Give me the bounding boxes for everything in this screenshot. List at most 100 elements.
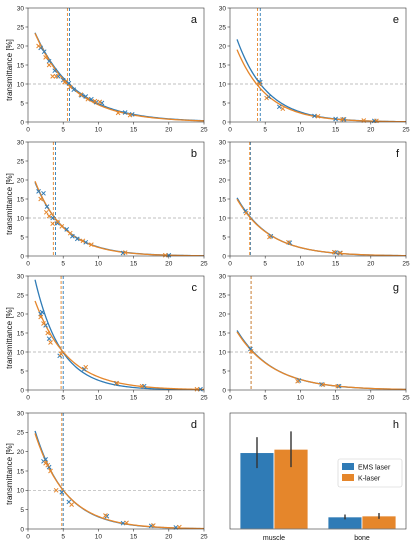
y-tick: 5	[20, 100, 28, 107]
panel-e: 0 5 10 15 20 25 0 5 10 15 20 25 30 e	[219, 5, 410, 133]
data-point-k	[340, 116, 345, 122]
fit-curve-ems	[34, 430, 204, 529]
x-tick-label: 5	[61, 534, 65, 541]
x-tick: 20	[165, 122, 173, 134]
data-point-k	[89, 242, 94, 247]
y-tick-label: 0	[222, 253, 226, 260]
panel-h: muscle bone EMS laser K-laser h	[229, 412, 407, 542]
y-tick-label: 0	[20, 253, 24, 260]
x-tick-label: 10	[297, 127, 305, 134]
axes-frame	[229, 141, 407, 257]
data-point-k	[41, 321, 46, 326]
category-tick: muscle	[263, 535, 285, 542]
y-tick-label: 5	[222, 100, 226, 107]
x-tick: 0	[228, 122, 232, 134]
x-tick-label: 20	[367, 261, 375, 268]
data-point-k	[46, 213, 52, 219]
x-tick: 25	[402, 122, 410, 134]
x-tick-label: 25	[200, 261, 208, 268]
x-tick: 10	[297, 256, 305, 268]
y-tick-label: 25	[219, 24, 227, 31]
x-tick-label: 15	[130, 395, 138, 402]
x-tick-label: 5	[263, 127, 267, 134]
x-tick-label: 10	[297, 261, 305, 268]
y-axis-label-row4: transmittance [%]	[5, 443, 14, 505]
y-tick: 30	[17, 410, 28, 417]
data-point-k	[243, 210, 249, 216]
x-tick: 0	[228, 256, 232, 268]
layer-plots: 0 5 10 15 20 25 0 5 10 15 20 25 30 a 0 5 10 15 20 25 0 5 10 15 2…	[17, 5, 410, 542]
category-label-muscle: muscle	[263, 535, 285, 542]
data-point-ems	[89, 96, 94, 102]
y-tick: 30	[17, 139, 28, 146]
data-point-k	[50, 74, 55, 79]
y-tick: 15	[17, 468, 28, 475]
x-tick: 10	[95, 122, 103, 134]
y-tick-label: 10	[17, 349, 25, 356]
x-tick: 20	[165, 390, 173, 402]
data-point-ems	[43, 457, 48, 462]
y-tick-label: 10	[219, 81, 227, 88]
y-tick-label: 20	[219, 311, 227, 318]
x-tick-label: 20	[165, 534, 173, 541]
x-tick-label: 0	[228, 395, 232, 402]
y-tick: 25	[219, 24, 230, 31]
data-point-k	[150, 523, 156, 528]
y-tick-label: 25	[17, 292, 25, 299]
data-point-k	[48, 340, 53, 345]
data-point-ems	[122, 110, 128, 115]
data-point-k	[59, 224, 65, 229]
x-tick: 15	[332, 256, 340, 268]
data-point-k	[335, 383, 341, 389]
data-point-k	[38, 196, 44, 202]
fit-curve-ems	[34, 279, 204, 390]
data-point-ems	[166, 252, 172, 258]
data-point-ems	[319, 381, 324, 387]
data-point-ems	[74, 236, 80, 242]
data-point-ems	[55, 220, 60, 226]
y-tick: 15	[17, 330, 28, 337]
y-tick-label: 25	[219, 292, 227, 299]
y-tick: 5	[20, 234, 28, 241]
x-tick-label: 10	[95, 261, 103, 268]
y-tick-label: 10	[17, 215, 25, 222]
x-tick-label: 25	[402, 261, 410, 268]
data-point-k	[69, 502, 75, 507]
fit-curve-k	[236, 198, 406, 256]
y-tick-label: 5	[20, 100, 24, 107]
x-tick-label: 25	[402, 127, 410, 134]
x-tick-label: 5	[61, 261, 65, 268]
data-point-k	[320, 382, 326, 388]
y-tick: 10	[219, 215, 230, 222]
x-tick-label: 10	[95, 127, 103, 134]
y-tick: 15	[219, 330, 230, 337]
x-tick-label: 20	[367, 127, 375, 134]
y-tick-label: 0	[20, 119, 24, 126]
x-tick: 10	[297, 122, 305, 134]
x-tick-label: 10	[297, 395, 305, 402]
data-point-k	[248, 348, 254, 354]
y-tick-label: 20	[219, 43, 227, 50]
data-point-ems	[39, 309, 45, 315]
y-tick-label: 0	[222, 119, 226, 126]
x-tick-label: 0	[26, 395, 30, 402]
x-tick-label: 0	[228, 261, 232, 268]
data-point-ems	[46, 58, 52, 64]
data-point-ems	[41, 49, 47, 55]
data-point-k	[45, 330, 51, 336]
panel-f: 0 5 10 15 20 25 0 5 10 15 20 25 30 f	[219, 139, 410, 267]
data-point-k	[103, 513, 108, 518]
data-point-k	[45, 462, 51, 468]
x-tick-label: 5	[61, 395, 65, 402]
y-tick: 0	[20, 526, 28, 533]
x-tick: 0	[26, 122, 30, 134]
data-point-k	[78, 92, 84, 97]
x-tick-label: 20	[367, 395, 375, 402]
panel-a: 0 5 10 15 20 25 0 5 10 15 20 25 30 a	[17, 5, 208, 133]
data-point-k	[53, 74, 59, 79]
x-tick-label: 25	[200, 395, 208, 402]
data-point-k	[124, 520, 129, 526]
data-point-ems	[83, 239, 89, 245]
panel-letter: h	[393, 419, 399, 431]
y-tick-label: 5	[20, 507, 24, 514]
